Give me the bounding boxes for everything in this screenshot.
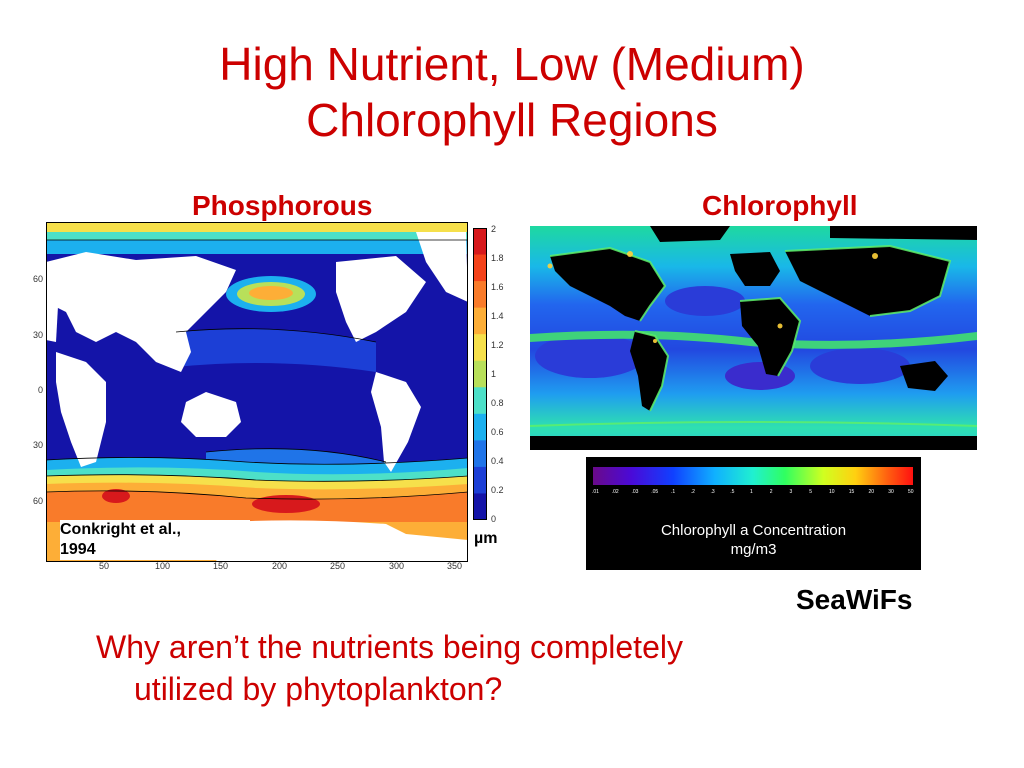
legend-tick: 5 — [809, 489, 813, 495]
colorbar-tick: 0.2 — [491, 485, 504, 495]
colorbar-swatch — [473, 228, 487, 256]
legend-tick: 10 — [829, 489, 835, 495]
colorbar-swatch — [473, 466, 487, 494]
phosphate-colorbar — [473, 228, 487, 521]
colorbar-swatch — [473, 360, 487, 388]
legend-tick: .3 — [710, 489, 715, 495]
lon-tick: 50 — [99, 561, 110, 571]
legend-tick: 1 — [750, 489, 753, 495]
map-credit-line-2: 1994 — [60, 541, 96, 558]
legend-title-line-1: Chlorophyll a Concentration — [660, 522, 847, 539]
legend-tick: .01 — [592, 489, 599, 495]
legend-tick: .02 — [611, 489, 619, 495]
legend-tick: .5 — [730, 489, 735, 495]
legend-tick: .03 — [631, 489, 639, 495]
question-line-2: utilized by phytoplankton? — [134, 671, 503, 707]
colorbar-tick: 2 — [491, 224, 497, 234]
colorbar-swatch — [473, 307, 487, 335]
lat-tick: 0 — [38, 385, 44, 395]
slide-title-line-2: Chlorophyll Regions — [306, 94, 718, 146]
question-line-1: Why aren’t the nutrients being completel… — [96, 629, 683, 665]
colorbar-tick: 1.6 — [491, 282, 504, 292]
lon-tick: 200 — [272, 561, 288, 571]
legend-tick: 20 — [868, 489, 875, 495]
colorbar-tick: 0.4 — [491, 456, 504, 466]
chlorophyll-legend-title: Chlorophyll a Concentration mg/m3 — [586, 521, 921, 559]
lat-tick: 60 — [33, 496, 44, 506]
discussion-question: Why aren’t the nutrients being completel… — [96, 626, 916, 710]
chlorophyll-heading: Chlorophyll — [702, 190, 858, 221]
lat-tick: 30 — [33, 440, 44, 450]
legend-title-line-2: mg/m3 — [730, 541, 777, 558]
lon-tick: 150 — [213, 561, 229, 571]
legend-tick: .05 — [651, 489, 659, 495]
lon-tick: 350 — [447, 561, 463, 571]
colorbar-swatch — [473, 440, 487, 468]
lon-tick: 300 — [389, 561, 405, 571]
colorbar-tick: 1.4 — [491, 311, 504, 321]
legend-tick: 3 — [789, 489, 793, 495]
colorbar-swatch — [473, 387, 487, 415]
phosphorous-heading: Phosphorous — [192, 190, 373, 221]
colorbar-tick: 1.8 — [491, 253, 504, 263]
lon-tick: 100 — [155, 561, 171, 571]
colorbar-tick: 1 — [491, 369, 497, 379]
chlorophyll-legend: .01 .02 .03 .05 .1 .2 .3 .5 1 2 3 5 10 15 20 30 50 Chlor… — [586, 457, 921, 570]
lat-tick: 60 — [33, 274, 44, 284]
colorbar-swatch — [473, 493, 487, 521]
legend-tick: .1 — [671, 489, 676, 495]
chlorophyll-satellite-map — [529, 226, 978, 450]
colorbar-swatch — [473, 254, 487, 282]
slide-title-line-1: High Nutrient, Low (Medium) — [219, 38, 805, 90]
map-credit-line-1: Conkright et al., — [60, 521, 181, 538]
colorbar-swatch — [473, 281, 487, 309]
colorbar-swatch — [473, 413, 487, 441]
legend-tick: 50 — [908, 489, 914, 495]
chlorophyll-legend-gradient — [593, 467, 913, 485]
lat-tick: 30 — [33, 330, 44, 340]
legend-tick: .2 — [690, 489, 695, 495]
phosphate-contour-map — [46, 222, 468, 562]
legend-tick: 2 — [769, 489, 773, 495]
colorbar-tick: 0.6 — [491, 427, 504, 437]
colorbar-tick: 1.2 — [491, 340, 504, 350]
data-source-label: SeaWiFs — [796, 584, 913, 615]
legend-tick: 15 — [848, 489, 855, 495]
slide-title: High Nutrient, Low (Medium) Chlorophyll … — [0, 36, 1024, 148]
colorbar-tick: 0.8 — [491, 398, 504, 408]
lon-tick: 250 — [330, 561, 346, 571]
chlorophyll-map-graphic — [529, 226, 978, 450]
colorbar-swatch — [473, 334, 487, 362]
phosphate-colorbar-graphic — [473, 228, 487, 521]
phosphate-map-graphic — [46, 222, 468, 562]
colorbar-tick: 0 — [491, 514, 497, 524]
map-credit: Conkright et al., 1994 — [60, 520, 250, 560]
legend-tick: 30 — [888, 489, 894, 495]
colorbar-border — [473, 228, 487, 520]
phosphate-unit: µm — [474, 530, 498, 547]
